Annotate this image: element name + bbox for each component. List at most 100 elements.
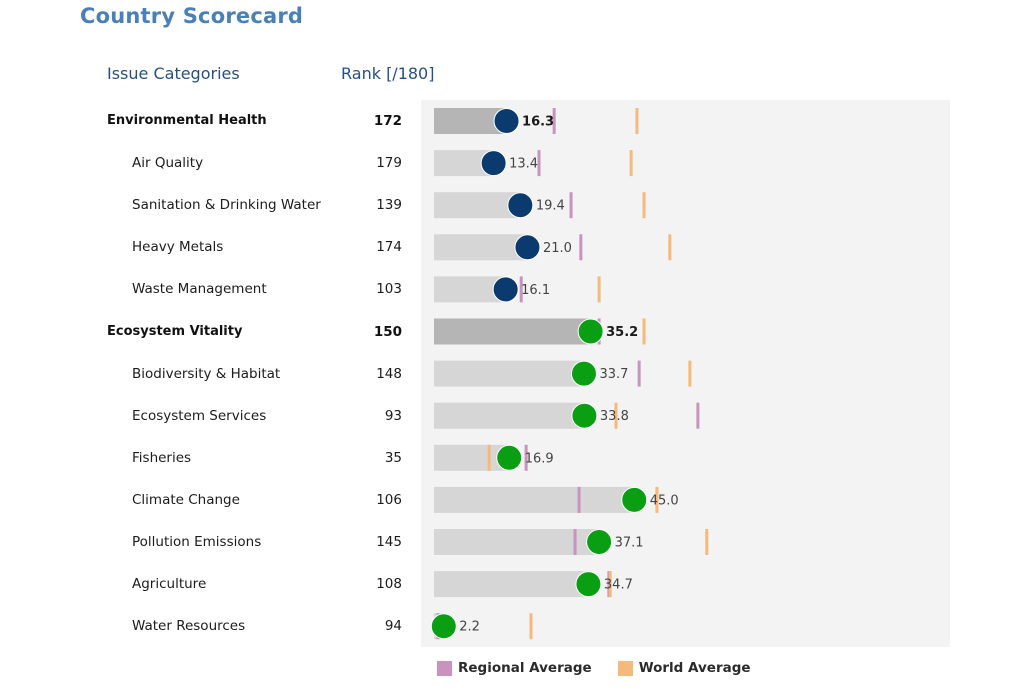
rank-header: Rank [/180] xyxy=(341,64,435,83)
legend-item-regional: Regional Average xyxy=(437,660,592,676)
score-value-label: 16.1 xyxy=(521,283,550,298)
score-value-label: 21.0 xyxy=(543,241,572,256)
regional-average-marker xyxy=(519,276,523,303)
regional-average-marker xyxy=(696,402,700,429)
category-label: Environmental Health xyxy=(107,113,267,128)
rank-value: 35 xyxy=(384,449,402,466)
indicator-label: Climate Change xyxy=(132,491,240,508)
regional-average-marker xyxy=(637,360,641,387)
chart-row: 16.3 xyxy=(434,108,639,134)
rank-value: 106 xyxy=(376,491,402,508)
legend-label-world: World Average xyxy=(638,660,751,676)
score-dot xyxy=(507,192,534,219)
indicator-label: Water Resources xyxy=(132,618,246,635)
score-bar xyxy=(434,234,528,261)
score-value-label: 2.2 xyxy=(459,620,480,635)
score-bar xyxy=(434,360,584,387)
chart-row: 34.7 xyxy=(434,571,633,598)
world-average-marker xyxy=(614,402,618,429)
world-average-marker xyxy=(529,613,533,640)
chart-row: 13.4 xyxy=(434,150,633,177)
chart-row: 19.4 xyxy=(434,192,646,219)
score-bar xyxy=(434,486,635,513)
score-dot xyxy=(575,571,602,598)
rank-value: 94 xyxy=(384,618,402,635)
legend: Regional Average World Average xyxy=(437,660,777,676)
world-average-marker xyxy=(635,108,639,134)
score-dot xyxy=(586,529,613,555)
score-dot xyxy=(514,234,541,261)
world-average-marker xyxy=(608,571,612,598)
indicator-label: Waste Management xyxy=(132,281,267,298)
score-bar xyxy=(434,192,521,219)
world-average-marker xyxy=(688,360,692,387)
score-dot xyxy=(570,360,597,387)
regional-average-marker xyxy=(577,486,581,513)
chart-row: 33.7 xyxy=(434,360,692,387)
regional-average-marker xyxy=(579,234,583,261)
chart-row: 16.9 xyxy=(434,444,554,471)
score-bar xyxy=(434,318,591,345)
score-dot xyxy=(577,318,604,345)
score-dot xyxy=(430,613,457,640)
score-dot xyxy=(480,150,507,177)
score-value-label: 33.7 xyxy=(599,367,628,382)
regional-average-marker xyxy=(537,150,541,177)
chart-row: 16.1 xyxy=(434,276,601,303)
chart-row: 37.1 xyxy=(434,529,709,555)
issue-categories-header: Issue Categories xyxy=(107,64,240,83)
regional-average-marker xyxy=(524,444,528,471)
chart-row: 21.0 xyxy=(434,234,672,261)
regional-average-marker xyxy=(569,192,573,219)
indicator-label: Agriculture xyxy=(132,576,207,593)
score-value-label: 33.8 xyxy=(600,409,629,424)
score-value-label: 13.4 xyxy=(509,157,538,172)
world-average-swatch xyxy=(617,660,633,676)
world-average-marker xyxy=(597,276,601,303)
score-value-label: 16.9 xyxy=(525,451,554,466)
world-average-marker xyxy=(629,150,633,177)
indicator-label: Ecosystem Services xyxy=(132,407,267,424)
world-average-marker xyxy=(487,444,491,471)
score-value-label: 35.2 xyxy=(606,325,638,340)
category-label: Ecosystem Vitality xyxy=(107,323,243,339)
indicator-label: Air Quality xyxy=(132,155,204,172)
score-value-label: 19.4 xyxy=(536,199,565,214)
rank-value: 150 xyxy=(373,323,402,340)
rank-value: 93 xyxy=(384,407,402,424)
regional-average-marker xyxy=(573,529,577,555)
page-title: Country Scorecard xyxy=(80,4,304,28)
world-average-marker xyxy=(668,234,672,261)
score-bar xyxy=(434,402,585,429)
indicator-label: Fisheries xyxy=(132,449,192,466)
rank-value: 179 xyxy=(376,155,402,172)
rank-value: 148 xyxy=(376,365,402,382)
score-dot xyxy=(621,486,648,513)
world-average-marker xyxy=(655,486,659,513)
score-value-label: 34.7 xyxy=(604,578,633,593)
regional-average-marker xyxy=(552,108,556,134)
chart-row: 35.2 xyxy=(434,318,646,345)
rank-value: 174 xyxy=(376,239,402,256)
world-average-marker xyxy=(642,318,646,345)
chart-row: 33.8 xyxy=(434,402,700,429)
rank-value: 145 xyxy=(376,534,402,550)
score-bar xyxy=(434,571,589,598)
score-value-label: 16.3 xyxy=(522,115,554,130)
score-dot xyxy=(492,276,519,303)
indicator-label: Pollution Emissions xyxy=(132,534,262,550)
legend-label-regional: Regional Average xyxy=(458,660,592,676)
chart-row: 45.0 xyxy=(434,486,679,513)
score-dot xyxy=(493,108,520,134)
score-value-label: 45.0 xyxy=(650,493,679,508)
indicator-label: Sanitation & Drinking Water xyxy=(132,197,321,214)
legend-item-world: World Average xyxy=(617,660,751,676)
rank-value: 139 xyxy=(376,197,402,214)
rank-value: 172 xyxy=(373,113,402,129)
score-dot xyxy=(571,402,598,429)
score-value-label: 37.1 xyxy=(615,536,644,551)
score-bar xyxy=(434,529,600,555)
chart-row: 2.2 xyxy=(430,613,533,640)
score-dot xyxy=(496,444,523,471)
